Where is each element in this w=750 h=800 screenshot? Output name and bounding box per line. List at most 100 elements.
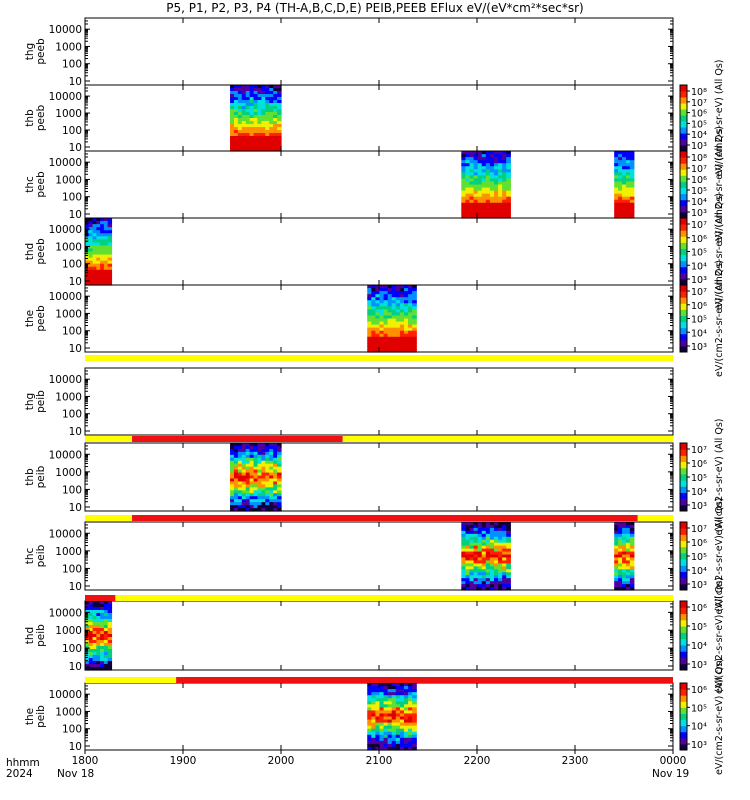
spectrogram-cell xyxy=(477,533,483,538)
spectrogram-cell xyxy=(506,530,511,535)
spectrogram-cell xyxy=(277,487,282,491)
colorbar-segment xyxy=(680,467,687,475)
spectrogram-cell xyxy=(379,722,385,727)
spectrogram-cell xyxy=(245,496,251,500)
spectrogram-cell xyxy=(375,300,381,304)
colorbar-tick-label: 10⁵ xyxy=(691,315,707,326)
spectrogram-cell xyxy=(469,522,475,526)
spectrogram-cell xyxy=(375,686,381,690)
spectrogram-cell xyxy=(618,163,623,167)
spectrogram-cell xyxy=(618,584,623,588)
spectrogram-cell xyxy=(379,309,385,314)
spectrogram-cell xyxy=(403,285,409,289)
colorbar-segment xyxy=(680,230,687,237)
spectrogram-cell xyxy=(245,481,251,485)
spectrogram-burst xyxy=(614,522,635,591)
spectrogram-cell xyxy=(261,127,266,131)
spectrogram-cell xyxy=(96,269,101,274)
spectrogram-cell xyxy=(107,634,113,638)
spectrogram-cell xyxy=(493,584,499,588)
spectrogram-cell xyxy=(461,178,467,183)
spectrogram-cell xyxy=(265,499,270,503)
colorbar-segment xyxy=(680,133,687,140)
spectrogram-cell xyxy=(506,208,511,213)
spectrogram-cell xyxy=(625,175,631,180)
spectrogram-cell xyxy=(625,572,631,576)
spectrogram-cell xyxy=(485,524,491,529)
spectrogram-cell xyxy=(92,655,97,659)
spectrogram-cell xyxy=(237,502,243,506)
spectrogram-cell xyxy=(261,115,266,119)
panel-label-product: peib xyxy=(35,465,47,488)
spectrogram-cell xyxy=(261,493,266,497)
spectrogram-cell xyxy=(485,205,491,210)
spectrogram-cell xyxy=(477,554,483,559)
spectrogram-cell xyxy=(100,631,105,635)
spectrogram-cell xyxy=(92,236,97,240)
spectrogram-cell xyxy=(245,448,251,453)
end-date-label: Nov 19 xyxy=(652,768,690,780)
spectrogram-cell xyxy=(477,584,483,588)
spectrogram-cell xyxy=(493,548,499,553)
spectrogram-cell xyxy=(96,248,101,253)
spectrogram-cell xyxy=(100,221,105,225)
spectrogram-cell xyxy=(230,85,235,89)
spectrogram-cell xyxy=(399,333,405,338)
hhmm-label: hhmm xyxy=(6,757,40,769)
spectrogram-cell xyxy=(269,106,274,110)
spectrogram-cell xyxy=(107,664,113,668)
spectrogram-cell xyxy=(261,145,266,149)
spectrogram-cell xyxy=(265,91,270,95)
spectrogram-cell xyxy=(461,524,467,529)
spectrogram-cell xyxy=(379,743,385,748)
spectrogram-cell xyxy=(237,469,243,474)
spectrogram-cell xyxy=(269,472,274,477)
colorbar-segment xyxy=(680,583,687,591)
spectrogram-cell xyxy=(383,291,389,295)
spectrogram-cell xyxy=(367,339,372,344)
spectrogram-cell xyxy=(473,169,479,173)
spectrogram-cell xyxy=(257,91,262,95)
spectrogram-cell xyxy=(273,109,278,113)
y-tick-label: 1000 xyxy=(55,241,82,253)
spectrogram-cell xyxy=(465,536,471,541)
spectrogram-cell xyxy=(103,248,109,253)
spectrogram-cell xyxy=(257,112,262,116)
spectrogram-cell xyxy=(249,148,255,152)
spectrogram-cell xyxy=(502,169,507,173)
spectrogram-cell xyxy=(249,508,255,512)
spectrogram-cell xyxy=(461,569,467,573)
spectrogram-cell xyxy=(489,563,495,567)
spectrogram-cell xyxy=(403,312,409,317)
spectrogram-cell xyxy=(253,478,259,483)
spectrogram-cell xyxy=(249,100,255,104)
spectrogram-cell xyxy=(261,508,266,512)
panel-label-probe: thc xyxy=(24,548,36,565)
spectrogram-cell xyxy=(408,734,413,739)
spectrogram-cell xyxy=(371,716,377,721)
spectrogram-cell xyxy=(375,288,381,292)
spectrogram-cell xyxy=(253,448,259,453)
panel-label: thd peib xyxy=(24,624,47,647)
spectrogram-cell xyxy=(88,263,94,268)
spectrogram-cell xyxy=(391,719,397,724)
spectrogram-cell xyxy=(241,478,247,483)
spectrogram-cell xyxy=(614,545,619,550)
spectrogram-cell xyxy=(261,148,266,152)
spectrogram-cell xyxy=(269,103,274,107)
spectrogram-cell xyxy=(92,269,97,274)
spectrogram-cell xyxy=(269,130,274,134)
spectrogram-cell xyxy=(629,560,635,564)
spectrogram-cell xyxy=(502,157,507,161)
spectrogram-cell xyxy=(371,728,377,733)
spectrogram-cell xyxy=(395,719,401,724)
spectrogram-cell xyxy=(371,692,377,696)
spectrogram-cell xyxy=(277,484,282,488)
y-tick-label: 1000 xyxy=(55,174,82,186)
spectrogram-cell xyxy=(257,130,262,134)
spectrogram-cell xyxy=(233,484,239,488)
spectrogram-cell xyxy=(399,710,405,715)
colorbar-segment xyxy=(680,719,687,727)
spectrogram-cell xyxy=(477,569,483,573)
spectrogram-cell xyxy=(96,625,101,629)
